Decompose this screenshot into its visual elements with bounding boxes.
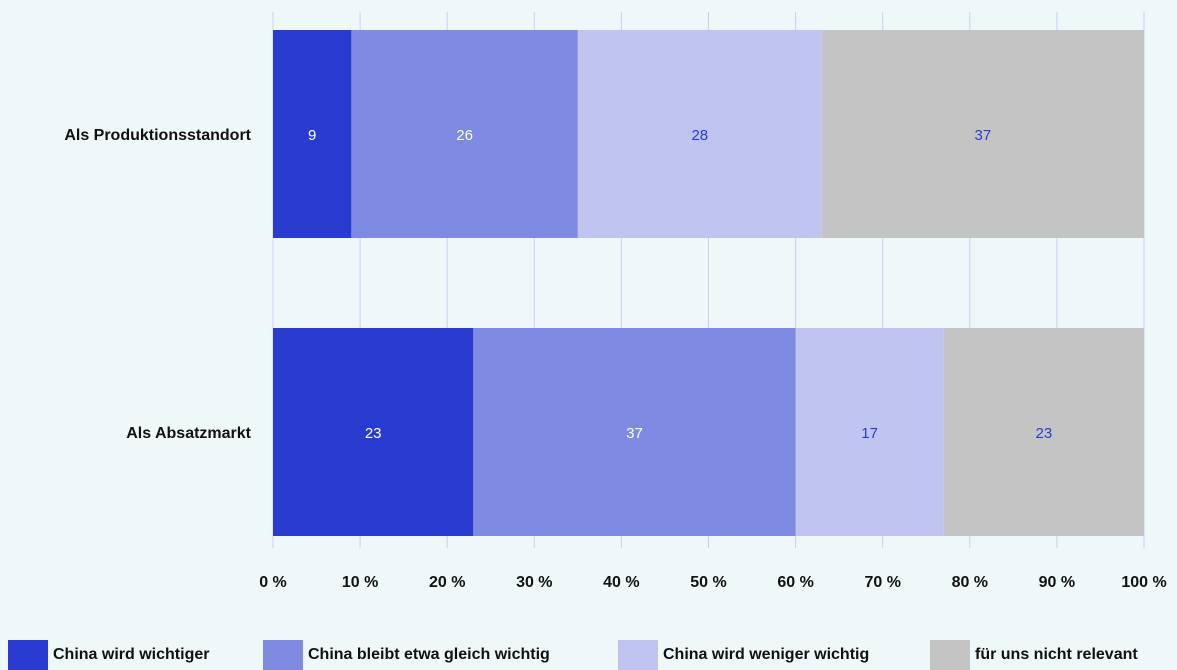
x-tick-label: 90 % (1039, 574, 1075, 591)
x-tick-label: 20 % (429, 574, 465, 591)
x-tick-label: 0 % (259, 574, 287, 591)
bar-segment (943, 328, 1144, 536)
bar-segment (273, 328, 474, 536)
bar-segment (577, 30, 822, 238)
data-label: 17 (861, 425, 878, 442)
x-tick-label: 10 % (342, 574, 378, 591)
x-tick-label: 50 % (690, 574, 726, 591)
x-tick-label: 70 % (864, 574, 900, 591)
legend: China wird wichtiger China bleibt etwa gl… (8, 640, 1177, 670)
data-label: 9 (308, 127, 316, 144)
bar-segments (273, 30, 1144, 536)
legend-label: China wird wichtiger (53, 646, 210, 663)
legend-swatch (930, 640, 970, 670)
category-labels: Als Produktionsstandort Als Absatzmarkt (64, 127, 251, 442)
x-tick-label: 30 % (516, 574, 552, 591)
x-tick-label: 40 % (603, 574, 639, 591)
x-tick-label: 100 % (1121, 574, 1166, 591)
x-tick-label: 80 % (952, 574, 988, 591)
data-label: 28 (691, 127, 708, 144)
category-label: Als Produktionsstandort (64, 127, 251, 144)
data-label: 37 (975, 127, 992, 144)
bar-segment (273, 30, 352, 238)
data-label: 26 (456, 127, 473, 144)
bar-segment (473, 328, 796, 536)
data-labels: 9 26 28 37 23 37 17 23 (308, 127, 1052, 442)
x-tick-labels: 0 % 10 % 20 % 30 % 40 % 50 % 60 % 70 % 80 % 90 % 1… (259, 574, 1166, 591)
legend-swatch (618, 640, 658, 670)
data-label: 23 (365, 425, 382, 442)
bar-segment (795, 328, 944, 536)
data-label: 37 (626, 425, 643, 442)
data-label: 23 (1035, 425, 1052, 442)
bar-segment (351, 30, 578, 238)
x-tick-label: 60 % (777, 574, 813, 591)
legend-label: für uns nicht relevant (975, 646, 1138, 663)
legend-swatch (263, 640, 303, 670)
legend-swatch (8, 640, 48, 670)
bar-segment (821, 30, 1144, 238)
legend-label: China bleibt etwa gleich wichtig (308, 646, 550, 663)
category-label: Als Absatzmarkt (126, 425, 251, 442)
legend-label: China wird weniger wichtig (663, 646, 870, 663)
